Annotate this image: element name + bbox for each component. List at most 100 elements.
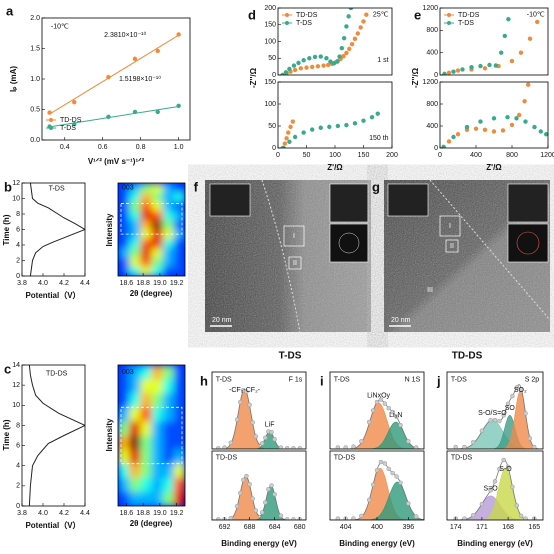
x-tick-label: 396 <box>402 524 414 531</box>
heatmap-cell <box>140 365 152 380</box>
heatmap-cell <box>173 183 185 193</box>
fit-peak <box>447 467 543 520</box>
envelope <box>212 389 306 449</box>
data-point <box>216 446 221 449</box>
data-point <box>247 402 252 408</box>
y-axis-label: Intensity <box>105 418 114 451</box>
data-point <box>509 122 515 128</box>
region-label: II <box>450 243 454 250</box>
x-tick-label: 4.4 <box>80 510 90 517</box>
heatmap-cell <box>118 201 130 212</box>
plot-area <box>28 365 85 506</box>
data-point <box>366 497 372 503</box>
heatmap-cell <box>151 238 164 249</box>
heatmap-cell <box>118 393 130 408</box>
data-point <box>234 417 240 422</box>
data-point <box>509 58 515 64</box>
peak-label: LiF <box>265 421 275 428</box>
x-axis-label: 2θ (degree) <box>130 519 173 528</box>
y-tick-label: 150 <box>264 22 276 29</box>
data-point <box>510 484 515 490</box>
y-tick-label: 0 <box>434 72 438 79</box>
panel-label: c <box>4 361 11 376</box>
data-point <box>464 124 470 130</box>
x-tick-label: 0 <box>276 152 280 159</box>
heatmap-cell <box>173 201 185 212</box>
data-point <box>501 413 506 418</box>
data-point <box>341 54 346 59</box>
data-point <box>532 444 537 449</box>
data-point <box>343 445 348 449</box>
x-tick-label: 4.2 <box>59 280 69 287</box>
data-point <box>327 124 332 130</box>
plot-area <box>447 384 543 449</box>
data-point <box>349 41 355 47</box>
data-point <box>482 127 488 133</box>
x-tick-label: 3.8 <box>17 280 27 287</box>
axes-frame <box>446 450 544 521</box>
heatmap-cell <box>129 379 141 394</box>
heatmap <box>118 365 185 506</box>
data-point <box>518 513 524 519</box>
axes-frame <box>211 450 307 521</box>
y-tick-label: 2 <box>16 483 20 490</box>
y-tick-label: 1200 <box>422 5 438 12</box>
data-point <box>278 513 284 518</box>
data-point <box>517 112 522 118</box>
data-point <box>398 480 403 485</box>
heatmap-cell <box>129 421 141 436</box>
heatmap-cell <box>173 491 185 506</box>
data-point <box>355 31 360 36</box>
data-point <box>312 54 318 60</box>
heatmap-cell <box>151 257 164 268</box>
data-point <box>339 46 345 51</box>
y-tick-label: 0.5 <box>30 106 40 113</box>
legend-label: T-DS <box>60 125 76 132</box>
heatmap-cell <box>162 248 175 258</box>
data-point <box>386 466 391 472</box>
data-point <box>382 461 388 466</box>
data-point <box>269 429 274 435</box>
panel-label: a <box>6 3 14 18</box>
x-axis-label: Potential（V） <box>25 290 80 300</box>
heatmap-cell <box>140 192 152 203</box>
heatmap-cell <box>118 210 130 221</box>
heatmap-cell <box>140 248 152 258</box>
region-label: I <box>293 233 295 240</box>
heatmap-cell <box>151 421 164 436</box>
data-point <box>406 439 411 444</box>
data-point <box>500 128 506 133</box>
heatmap-cell <box>162 183 175 193</box>
heatmap-cell <box>162 379 175 394</box>
heatmap-cell <box>162 435 175 451</box>
heatmap-cell <box>151 183 164 193</box>
heatmap-cell <box>173 238 185 249</box>
legend-marker <box>285 21 289 25</box>
data-point <box>451 134 456 140</box>
data-point <box>244 473 249 479</box>
heatmap-cell <box>162 365 175 380</box>
data-point <box>291 63 297 68</box>
plot-area <box>441 82 548 148</box>
data-point <box>216 517 221 520</box>
data-point <box>382 401 388 406</box>
y-tick-label: 0 <box>16 273 20 280</box>
annotation: -10℃ <box>527 12 545 19</box>
heatmap-cell <box>118 477 130 493</box>
data-point <box>304 65 309 70</box>
heatmap-cell <box>140 257 152 268</box>
heatmap-cell <box>129 449 141 465</box>
heatmap-cell <box>173 407 185 422</box>
heatmap-cell <box>129 463 141 479</box>
data-point <box>253 508 259 513</box>
heatmap-cell <box>173 449 185 465</box>
y-tick-label: 12 <box>12 180 20 187</box>
data-point <box>259 441 265 446</box>
data-point <box>523 516 528 520</box>
x-tick-label: 171 <box>476 524 488 531</box>
heatmap-cell <box>162 477 175 493</box>
data-point <box>228 440 234 445</box>
data-point <box>446 139 452 144</box>
heatmap-cell <box>173 257 185 268</box>
annotation: 003 <box>122 184 134 191</box>
